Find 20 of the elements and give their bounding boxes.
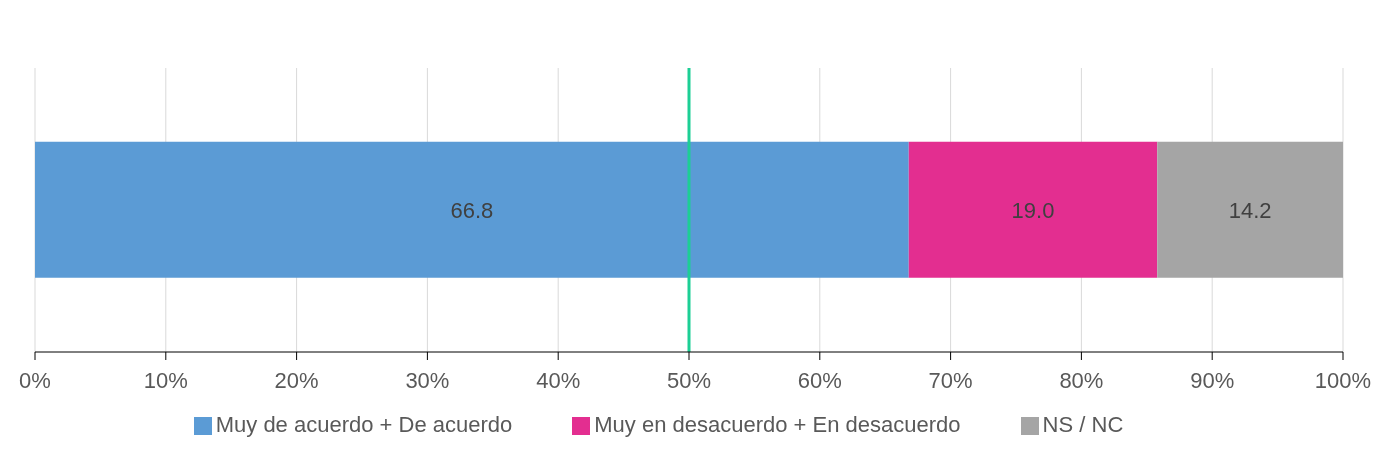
x-tick-label: 80%	[1059, 367, 1104, 393]
x-tick-label: 40%	[536, 367, 581, 393]
x-tick-label: 90%	[1190, 367, 1235, 393]
x-tick-label: 10%	[143, 367, 188, 393]
x-tick-label: 100%	[1314, 367, 1372, 393]
bar	[908, 141, 1158, 278]
legend-label: Muy en desacuerdo + En desacuerdo	[594, 412, 961, 437]
data-label: 19.0	[1011, 197, 1055, 223]
legend-label: Muy de acuerdo + De acuerdo	[215, 412, 513, 437]
x-tick-label: 20%	[274, 367, 319, 393]
bar	[35, 141, 909, 278]
x-tick-label: 0%	[19, 367, 51, 393]
x-tick-label: 30%	[405, 367, 450, 393]
legend-label: NS / NC	[1042, 412, 1124, 437]
bar	[1157, 141, 1343, 278]
x-tick-label: 70%	[928, 367, 973, 393]
x-tick-label: 60%	[797, 367, 842, 393]
x-tick-label: 50%	[666, 367, 712, 393]
data-label: 14.2	[1228, 197, 1272, 223]
data-label: 66.8	[450, 197, 494, 223]
